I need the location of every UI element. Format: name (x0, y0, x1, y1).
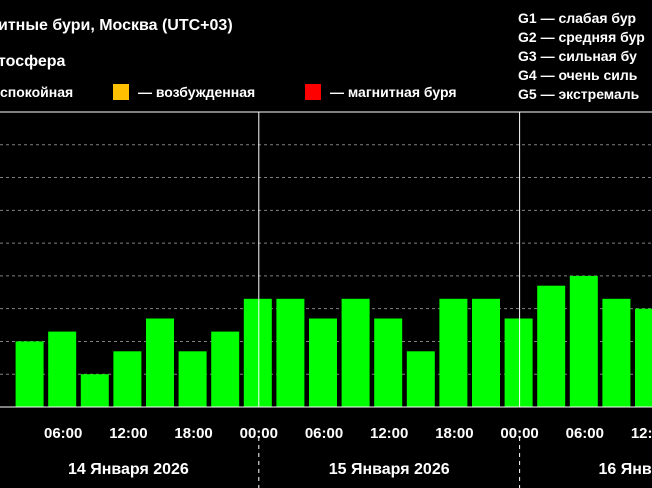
kp-bar (48, 331, 77, 407)
kp-bar (243, 298, 272, 407)
g-scale-g4: G4 — очень силь (518, 67, 638, 83)
x-tick-label: 06:00 (566, 425, 604, 442)
x-tick-label: 00:00 (240, 425, 278, 442)
day-labels: 14 Января 2026 15 Января 2026 16 Января 20 (68, 461, 652, 478)
x-tick-label: 06:00 (305, 425, 343, 442)
x-tick-labels: 06:00 12:00 18:00 00:00 06:00 12:00 18:00 00:00… (44, 425, 652, 442)
kp-bar (309, 318, 337, 407)
kp-bar (602, 298, 631, 407)
kp-bar (504, 318, 533, 407)
kp-bar (537, 285, 566, 407)
legend-label-quiet: спокойная (0, 84, 73, 100)
g-scale-g2: G2 — средняя бур (518, 29, 645, 45)
kp-bar (211, 331, 240, 407)
bars (15, 275, 652, 407)
kp-bar (569, 275, 598, 407)
x-tick-label: 12:00 (370, 425, 408, 442)
chart-subtitle: тосфера (0, 53, 66, 70)
x-tick-label: 18:00 (435, 425, 473, 442)
kp-bar (341, 298, 370, 407)
day-label: 15 Января 2026 (329, 461, 450, 478)
x-tick-label: 12:00 (109, 425, 147, 442)
kp-bar (276, 298, 305, 407)
g-scale-legend: G1 — слабая бур G2 — средняя бур G3 — си… (518, 10, 645, 102)
kp-bar (15, 341, 44, 407)
g-scale-g5: G5 — экстремаль (518, 86, 640, 102)
day-label: 16 Января 20 (598, 461, 652, 478)
legend-swatch-storm (305, 84, 321, 100)
kp-bar (374, 318, 403, 407)
x-tick-label: 06:00 (44, 425, 82, 442)
kp-bar (178, 351, 207, 407)
kp-bar (635, 308, 652, 407)
legend-swatch-excited (113, 84, 129, 100)
kp-bar (439, 298, 468, 407)
legend-label-storm: — магнитная буря (330, 84, 457, 100)
day-separators (258, 112, 521, 488)
kp-bar (472, 298, 500, 407)
kp-bar (406, 351, 435, 407)
day-label: 14 Января 2026 (68, 461, 189, 478)
g-scale-g3: G3 — сильная бу (518, 48, 637, 64)
x-tick-label: 12:00 (631, 425, 652, 442)
kp-bar (146, 318, 174, 407)
kp-bar (113, 351, 142, 407)
x-tick-label: 18:00 (174, 425, 212, 442)
chart-title: итные бури, Москва (UTC+03) (0, 17, 233, 34)
legend-label-excited: — возбужденная (138, 84, 255, 100)
kp-bar (80, 374, 109, 407)
g-scale-g1: G1 — слабая бур (518, 10, 636, 26)
x-tick-label: 00:00 (500, 425, 538, 442)
state-legend: спокойная — возбужденная — магнитная бур… (0, 84, 457, 100)
